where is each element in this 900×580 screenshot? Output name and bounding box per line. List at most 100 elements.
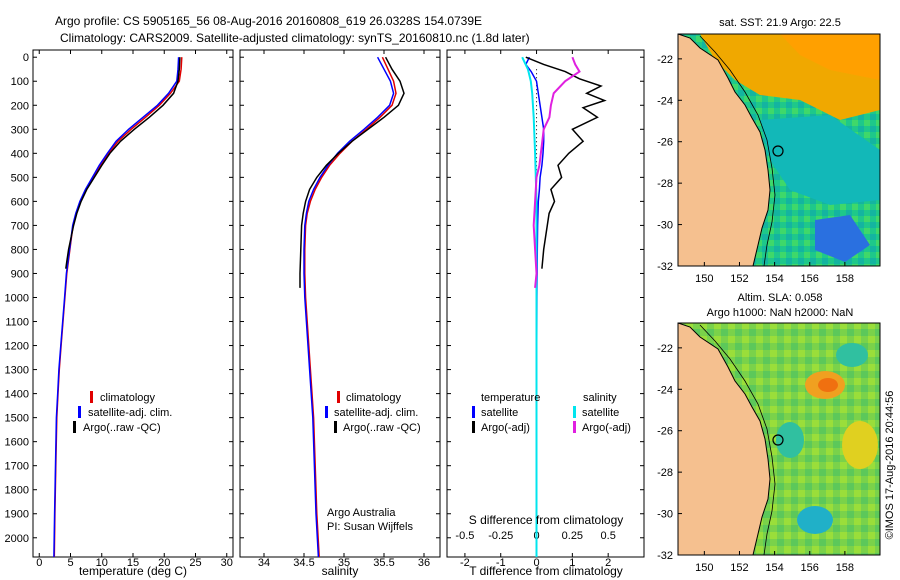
legend-swatch-temp-argo <box>472 421 475 433</box>
map-sst-cold-patch <box>815 215 870 262</box>
depth-tick-label: 300 <box>11 124 29 136</box>
map-sst-isobath <box>699 35 776 266</box>
x-tick-label: 25 <box>189 557 201 569</box>
map-sst-title: sat. SST: 21.9 Argo: 22.5 <box>719 17 841 29</box>
depth-tick-label: 1600 <box>5 437 29 449</box>
map-lon-label: 150 <box>695 273 713 285</box>
temperature-xlabel: temperature (deg C) <box>79 564 187 578</box>
legend-argo: Argo(..raw -QC) <box>343 422 421 434</box>
map-sst-land <box>678 34 771 266</box>
difference-x-axis: -2 -1 0 1 2-0.5 -0.25 0 0.25 0.5 <box>455 50 616 569</box>
map-lat-label: -32 <box>657 261 673 273</box>
legend-satellite-adj: satellite-adj. clim. <box>88 407 172 419</box>
map-sla-profile-marker <box>772 434 784 446</box>
depth-tick-label: 2000 <box>5 533 29 545</box>
legend-swatch-climatology <box>90 391 93 403</box>
legend-swatch-argo <box>73 421 76 433</box>
x-tick-label: 5 <box>67 557 73 569</box>
salinity-diff-tick-label: 0.5 <box>601 530 616 542</box>
map-sla-land <box>678 323 771 555</box>
depth-axis: 0 100 200 300 400 500 600 700 800 900 1000 1100 1200… <box>5 52 644 545</box>
legend-climatology: climatology <box>346 392 402 404</box>
map-lon-label: 152 <box>730 273 748 285</box>
legend-sal-argo: Argo(-adj) <box>582 422 631 434</box>
map-lat-label: -24 <box>657 95 673 107</box>
depth-tick-label: 1000 <box>5 292 29 304</box>
series-line-salinity-argo-adj- <box>532 56 581 288</box>
legend-swatch-sal-satellite <box>573 406 576 418</box>
map-lon-label: 152 <box>730 562 748 574</box>
map-sla-axes: -22 -24 -26 -28 -30 -32 150 152 154 156 158 <box>657 343 854 574</box>
temperature-x-axis: 0 5 10 15 20 25 30 <box>36 50 233 569</box>
x-tick-label: 10 <box>96 557 108 569</box>
map-sla-title-2: Argo h1000: NaN h2000: NaN <box>707 307 854 319</box>
map-lat-label: -26 <box>657 137 673 149</box>
salinity-x-axis: 34 34.5 35 35.5 36 <box>258 50 430 569</box>
legend-swatch-argo <box>334 421 337 433</box>
x-tick-label: -2 <box>460 557 470 569</box>
map-lon-label: 150 <box>695 562 713 574</box>
legend-satellite-adj: satellite-adj. clim. <box>334 407 418 419</box>
difference-legend: temperature salinity satellite Argo(-adj… <box>472 392 631 434</box>
map-sla-low-1 <box>776 422 804 458</box>
map-sst <box>678 34 880 266</box>
map-lat-label: -32 <box>657 550 673 562</box>
depth-tick-label: 400 <box>11 148 29 160</box>
series-line-salinity-satellite <box>521 56 538 557</box>
depth-tick-label: 500 <box>11 172 29 184</box>
map-sla-high-2 <box>842 421 878 469</box>
map-lon-label: 154 <box>765 273 783 285</box>
series-line-satellite-adj-clim- <box>53 57 180 557</box>
map-lon-label: 158 <box>836 273 854 285</box>
legend-argo: Argo(..raw -QC) <box>83 422 161 434</box>
annotation-argo-australia: Argo Australia <box>327 507 396 519</box>
legend-climatology: climatology <box>100 392 156 404</box>
x-tick-label: 15 <box>127 557 139 569</box>
difference-lines <box>521 56 607 557</box>
map-sla-frame <box>677 322 881 556</box>
depth-tick-label: 0 <box>23 52 29 64</box>
map-sst-hot-region <box>780 34 880 80</box>
depth-tick-label: 200 <box>11 100 29 112</box>
x-tick-label: 35 <box>338 557 350 569</box>
map-lat-label: -28 <box>657 467 673 479</box>
map-sla-high-core <box>818 378 838 392</box>
map-lat-label: -24 <box>657 384 673 396</box>
legend-swatch-sal-argo <box>573 421 576 433</box>
map-sst-profile-marker <box>772 145 784 157</box>
x-tick-label: 36 <box>418 557 430 569</box>
series-line-argo-raw-qc- <box>65 57 181 269</box>
series-line-climatology <box>304 56 397 557</box>
depth-tick-label: 1500 <box>5 413 29 425</box>
legend-header-salinity: salinity <box>583 392 617 404</box>
depth-tick-label: 100 <box>11 76 29 88</box>
depth-tick-label: 600 <box>11 196 29 208</box>
difference-xlabel-top: S difference from climatology <box>469 513 624 527</box>
x-tick-label: 34 <box>258 557 270 569</box>
salinity-legend: climatology satellite-adj. clim. Argo(..… <box>325 391 421 434</box>
depth-tick-label: 700 <box>11 220 29 232</box>
map-lat-label: -30 <box>657 509 673 521</box>
title-line-1: Argo profile: CS 5905165_56 08-Aug-2016 … <box>55 14 482 28</box>
x-tick-label: 35.5 <box>373 557 394 569</box>
map-sst-cool-region <box>760 115 880 205</box>
series-line-climatology <box>53 57 183 557</box>
legend-temp-satellite: satellite <box>481 407 518 419</box>
legend-swatch-temp-satellite <box>472 406 475 418</box>
legend-swatch-climatology <box>337 391 340 403</box>
salinity-lines <box>299 56 405 557</box>
legend-swatch-satellite <box>78 406 81 418</box>
map-sla-isobath <box>699 324 776 555</box>
depth-tick-label: 1300 <box>5 365 29 377</box>
legend-header-temperature: temperature <box>481 392 540 404</box>
x-tick-label: 30 <box>221 557 233 569</box>
depth-tick-label: 1900 <box>5 509 29 521</box>
imos-credit: ©IMOS 17-Aug-2016 20:44:56 <box>884 391 896 540</box>
salinity-xlabel: salinity <box>322 564 359 578</box>
salinity-diff-tick-label: -0.25 <box>488 530 513 542</box>
x-tick-label: 1 <box>569 557 575 569</box>
depth-tick-label: 1700 <box>5 461 29 473</box>
map-lon-label: 156 <box>801 562 819 574</box>
difference-panel <box>446 49 645 558</box>
